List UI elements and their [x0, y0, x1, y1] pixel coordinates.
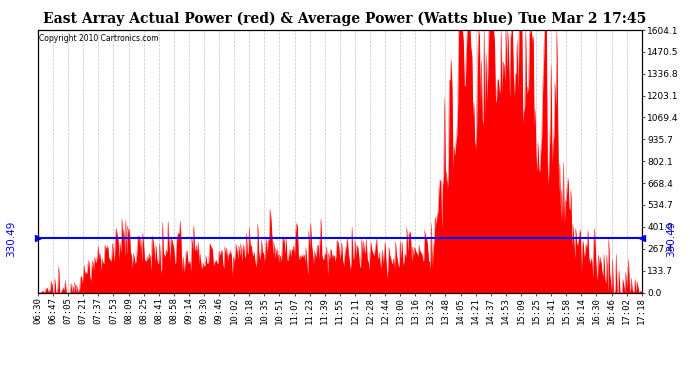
Text: 330.49: 330.49: [6, 220, 16, 257]
Text: 330.49: 330.49: [666, 220, 676, 257]
Text: East Array Actual Power (red) & Average Power (Watts blue) Tue Mar 2 17:45: East Array Actual Power (red) & Average …: [43, 11, 647, 26]
Text: Copyright 2010 Cartronics.com: Copyright 2010 Cartronics.com: [39, 34, 159, 43]
